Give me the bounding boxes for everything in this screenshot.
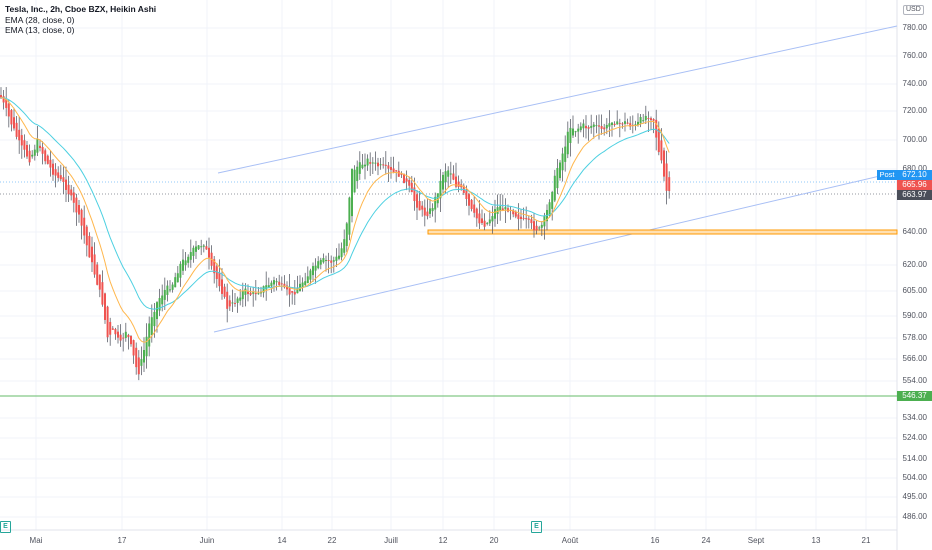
support-zone[interactable]: [427, 229, 898, 235]
price-tick-label: 590.00: [902, 311, 927, 320]
price-tick-label: 620.00: [902, 260, 927, 269]
time-tick-label: Août: [561, 536, 579, 545]
time-tick-label: 12: [438, 536, 448, 545]
symbol-title[interactable]: Tesla, Inc., 2h, Cboe BZX, Heikin Ashi: [5, 4, 157, 14]
time-tick-label: Mai: [29, 536, 43, 545]
price-tick-label: 700.00: [902, 135, 927, 144]
price-tick-label: 740.00: [902, 79, 927, 88]
currency-unit-label[interactable]: USD: [903, 5, 924, 15]
time-tick-label: Juin: [199, 536, 215, 545]
ema-28-line: [0, 96, 670, 310]
price-tick-label: 486.00: [902, 512, 927, 521]
chart-grid: [0, 0, 897, 530]
price-tick-label: 524.00: [902, 433, 927, 442]
time-tick-label: Sept: [747, 536, 765, 545]
time-tick-label: 20: [489, 536, 499, 545]
price-tick-label: 566.00: [902, 354, 927, 363]
time-tick-label: 24: [701, 536, 711, 545]
time-tick-label: 13: [811, 536, 821, 545]
time-tick-label: 16: [650, 536, 660, 545]
post-market-badge: Post: [877, 170, 897, 180]
price-tag: 546.37: [897, 391, 932, 401]
price-tick-label: 720.00: [902, 106, 927, 115]
price-tick-label: 640.00: [902, 227, 927, 236]
price-tag: 663.97: [897, 190, 932, 200]
time-tick-label: 21: [861, 536, 871, 545]
price-tick-label: 534.00: [902, 413, 927, 422]
price-tag: 672.10: [897, 170, 932, 180]
price-tick-label: 495.00: [902, 492, 927, 501]
price-tick-label: 514.00: [902, 454, 927, 463]
ema-13-line: [0, 96, 670, 343]
price-tick-label: 605.00: [902, 286, 927, 295]
channel-upper-trendline[interactable]: [217, 25, 898, 174]
price-tick-label: 760.00: [902, 51, 927, 60]
price-tick-label: 780.00: [902, 23, 927, 32]
indicator-ema13-label[interactable]: EMA (13, close, 0): [5, 25, 75, 35]
channel-lower-trendline[interactable]: [213, 171, 898, 333]
time-tick-label: Juill: [384, 536, 398, 545]
chart-legend: Tesla, Inc., 2h, Cboe BZX, Heikin Ashi E…: [5, 4, 156, 36]
time-tick-label: 14: [277, 536, 287, 545]
price-tick-label: 554.00: [902, 376, 927, 385]
price-tick-label: 578.00: [902, 333, 927, 342]
earnings-icon[interactable]: E: [0, 521, 11, 533]
chart-drawings[interactable]: [0, 25, 898, 397]
time-tick-label: 22: [327, 536, 337, 545]
price-tick-label: 680.00: [902, 164, 927, 173]
price-tick-label: 504.00: [902, 473, 927, 482]
time-tick-label: 17: [117, 536, 127, 545]
earnings-icon[interactable]: E: [531, 521, 542, 533]
price-tag: 665.96: [897, 180, 932, 190]
indicator-ema28-label[interactable]: EMA (28, close, 0): [5, 14, 75, 25]
